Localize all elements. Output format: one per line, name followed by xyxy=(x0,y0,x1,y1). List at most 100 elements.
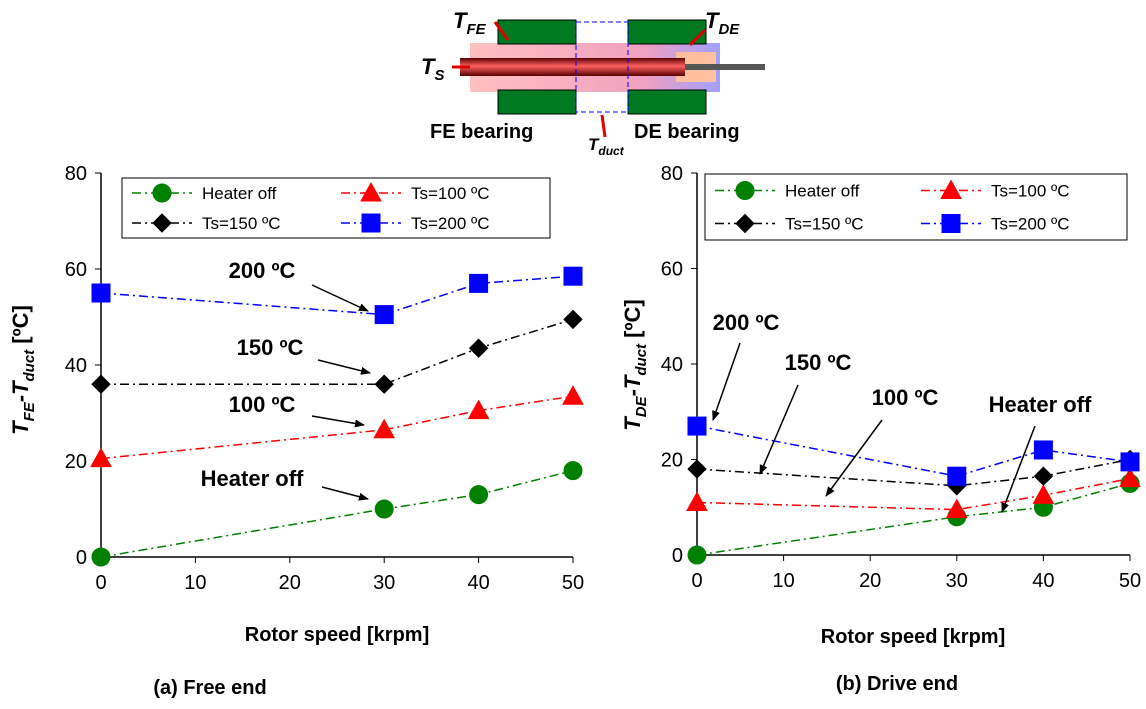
sensor-line xyxy=(493,21,510,41)
y-label-sub: duct xyxy=(21,349,38,382)
x-tick-label: 50 xyxy=(562,572,584,594)
y-tick-label: 80 xyxy=(661,163,683,185)
y-tick-label: 20 xyxy=(661,450,683,472)
legend-label: Heater off xyxy=(785,182,860,201)
x-tick-label: 20 xyxy=(859,570,881,592)
annotation: 150 ºC xyxy=(237,335,304,360)
y-tick-label: 0 xyxy=(672,545,683,567)
t-s-label: TS xyxy=(421,54,444,84)
y-tick-label: 60 xyxy=(661,259,683,281)
y-axis-label: TDE-Tduct [ºC] xyxy=(620,299,650,430)
x-tick-label: 40 xyxy=(467,572,489,594)
marker xyxy=(1120,452,1140,472)
marker xyxy=(469,273,489,293)
legend-label: Ts=100 ºC xyxy=(411,184,490,203)
fe-bearing-top xyxy=(497,19,577,45)
x-axis-label: Rotor speed [krpm] xyxy=(821,626,1005,648)
t-de-sub: DE xyxy=(718,21,740,38)
t-s-main: T xyxy=(421,54,436,79)
marker xyxy=(374,374,394,394)
t-de-main: T xyxy=(705,8,720,33)
marker xyxy=(687,416,707,436)
y-tick-label: 60 xyxy=(65,259,87,281)
series-line xyxy=(101,318,574,385)
marker xyxy=(1033,440,1053,460)
rotor xyxy=(460,58,685,76)
annotation-arrow xyxy=(321,486,369,501)
de-bearing-bottom xyxy=(627,89,707,115)
caption: (a) Free end xyxy=(153,677,266,699)
legend-marker xyxy=(361,213,381,233)
diagram: TFE TDE TS Tduct FE bearing DE bearing xyxy=(421,8,765,158)
marker xyxy=(469,485,489,505)
x-tick-label: 40 xyxy=(1032,570,1054,592)
marker xyxy=(687,459,707,479)
t-s-sub: S xyxy=(434,67,444,84)
y-label-sub: FE xyxy=(21,401,38,421)
y-tick-label: 40 xyxy=(65,355,87,377)
annotation: 100 ºC xyxy=(229,392,296,417)
y-label-part: -T xyxy=(8,380,33,402)
marker xyxy=(563,266,583,286)
marker xyxy=(562,385,584,405)
legend-label: Ts=150 ºC xyxy=(785,215,864,234)
x-tick-label: 0 xyxy=(691,570,702,592)
legend-label: Ts=200 ºC xyxy=(991,215,1070,234)
marker xyxy=(467,399,490,420)
x-tick-label: 50 xyxy=(1119,570,1141,592)
t-duct-main: T xyxy=(588,135,600,154)
y-label-part: T xyxy=(8,420,33,435)
y-label-part: -T xyxy=(620,374,645,396)
legend-box xyxy=(704,173,1128,241)
y-label-sub: duct xyxy=(633,343,650,376)
annotation-arrow xyxy=(317,359,371,375)
annotation: 200 ºC xyxy=(713,310,780,335)
y-axis-label: TFE-Tduct [ºC] xyxy=(8,305,38,435)
marker xyxy=(468,338,489,358)
series-line xyxy=(100,275,574,316)
annotation: 100 ºC xyxy=(872,385,939,410)
caption: (b) Drive end xyxy=(836,673,958,695)
x-tick-label: 10 xyxy=(772,570,794,592)
legend-label: Ts=200 ºC xyxy=(411,214,490,233)
annotation-arrow xyxy=(311,415,365,428)
x-tick-label: 30 xyxy=(373,572,395,594)
annotation: 200 ºC xyxy=(229,258,296,283)
marker xyxy=(90,447,112,468)
fe-bearing-bottom xyxy=(497,89,577,115)
series-line xyxy=(100,469,574,558)
legend-marker xyxy=(940,179,962,199)
marker xyxy=(1033,466,1054,486)
t-duct-sub: duct xyxy=(598,144,624,158)
marker xyxy=(686,491,708,511)
x-tick-label: 20 xyxy=(279,572,301,594)
legend-marker xyxy=(152,183,172,203)
sensor-line xyxy=(600,114,607,138)
series-line xyxy=(696,458,1131,487)
t-fe-label: TFE xyxy=(453,8,487,38)
y-label-part: [ºC] xyxy=(8,305,33,350)
marker xyxy=(373,418,396,439)
sensor-line xyxy=(688,28,707,47)
series-line xyxy=(100,395,574,460)
annotation: Heater off xyxy=(201,466,304,491)
marker xyxy=(91,283,111,303)
t-duct-label: Tduct xyxy=(588,135,625,158)
t-de-label: TDE xyxy=(705,8,740,38)
annotation: 150 ºC xyxy=(785,350,852,375)
legend-box xyxy=(121,177,551,239)
legend-marker xyxy=(735,213,755,234)
shaft-tip xyxy=(685,64,765,70)
x-tick-label: 0 xyxy=(95,572,106,594)
marker xyxy=(687,545,707,565)
legend-marker xyxy=(152,213,172,233)
x-axis-label: Rotor speed [krpm] xyxy=(245,624,429,646)
annotation-arrow xyxy=(311,284,369,312)
x-tick-label: 10 xyxy=(184,572,206,594)
legend-marker xyxy=(360,181,382,202)
legend-marker xyxy=(941,214,961,233)
y-label-part: [ºC] xyxy=(620,299,645,344)
series-line xyxy=(696,482,1131,556)
chart: 0 20 40 60 80 0 10 20 30 40 50 Rotor speed [krpm] (b… xyxy=(620,163,1141,695)
